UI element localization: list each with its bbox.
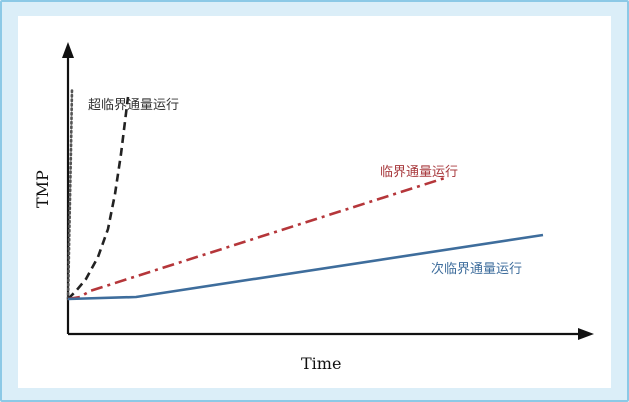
x-axis-title: Time xyxy=(301,354,341,373)
chart-panel: 超临界通量运行 临界通量运行 次临界通量运行 Time TMP xyxy=(18,16,611,388)
series-layer xyxy=(66,87,544,301)
x-axis-arrow xyxy=(578,328,594,340)
label-critical: 临界通量运行 xyxy=(380,165,458,180)
y-axis-title: TMP xyxy=(33,170,52,208)
y-axis-arrow xyxy=(62,42,74,58)
label-subcritical: 次临界通量运行 xyxy=(431,261,522,277)
series-critical xyxy=(67,175,449,301)
label-supercritical: 超临界通量运行 xyxy=(88,98,179,113)
chart-svg: 超临界通量运行 临界通量运行 次临界通量运行 Time TMP xyxy=(33,42,594,373)
series-supercritical-dashed xyxy=(67,96,130,300)
series-supercritical-dotted xyxy=(66,87,74,301)
series-subcritical xyxy=(67,233,544,301)
